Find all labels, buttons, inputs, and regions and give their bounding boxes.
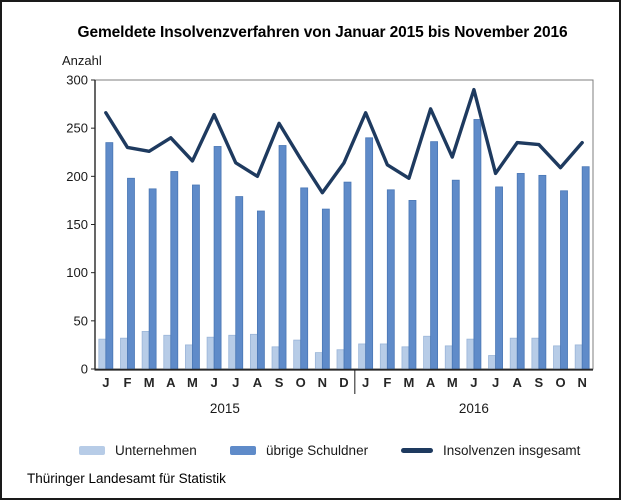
x-tick-label-month: D	[339, 375, 348, 390]
total-line	[104, 87, 584, 195]
x-tick-label-month: S	[275, 375, 284, 390]
bar-unternehmen	[185, 344, 193, 370]
x-tick-label-month: A	[166, 375, 176, 390]
x-tick-label-month: M	[404, 375, 415, 390]
x-tick-label-month: J	[232, 375, 239, 390]
bar-unternehmen	[120, 337, 128, 370]
bar-unternehmen	[574, 344, 583, 370]
bar-unternehmen	[488, 355, 496, 370]
bar-uebrige-schuldner	[473, 119, 482, 370]
x-tick-label-month: J	[362, 375, 369, 390]
bar-uebrige-schuldner	[278, 145, 287, 370]
bar-uebrige-schuldner	[365, 137, 374, 370]
bar-unternehmen	[466, 338, 475, 370]
bar-unternehmen	[163, 334, 172, 370]
bar-uebrige-schuldner	[516, 173, 525, 370]
bar-uebrige-schuldner	[321, 208, 330, 370]
y-tick-label: 100	[66, 265, 88, 280]
bar-unternehmen	[293, 339, 302, 370]
x-tick-label-month: O	[296, 375, 306, 390]
y-tick-label: 150	[66, 217, 88, 232]
bar-uebrige-schuldner	[170, 171, 179, 370]
x-tick-label-month: A	[513, 375, 523, 390]
bar-unternehmen	[444, 345, 453, 370]
bar-uebrige-schuldner	[430, 141, 439, 370]
bar-unternehmen	[249, 333, 258, 370]
bar-unternehmen	[423, 335, 432, 370]
year-label: 2016	[459, 401, 489, 416]
chart-title: Gemeldete Insolvenzverfahren von Januar …	[77, 24, 568, 41]
bar-uebrige-schuldner	[300, 187, 309, 370]
bar-unternehmen	[401, 346, 410, 370]
bar-unternehmen	[358, 343, 367, 370]
bar-unternehmen	[531, 337, 540, 370]
bar-uebrige-schuldner	[235, 196, 244, 370]
x-tick-label-month: J	[492, 375, 499, 390]
x-tick-label-month: F	[124, 375, 132, 390]
bar-uebrige-schuldner	[495, 186, 503, 370]
bar-uebrige-schuldner	[148, 188, 157, 370]
bar-unternehmen	[314, 352, 323, 370]
year-label: 2015	[210, 401, 240, 416]
bar-uebrige-schuldner	[105, 142, 114, 370]
y-tick-label: 50	[74, 313, 88, 328]
legend: Unternehmen übrige Schuldner Insolvenzen…	[2, 438, 619, 462]
y-tick-label: 0	[81, 362, 88, 377]
y-tick-label: 300	[66, 73, 88, 88]
bar-unternehmen	[141, 331, 150, 370]
x-tick-label-month: S	[535, 375, 544, 390]
bar-uebrige-schuldner	[408, 200, 417, 370]
x-tick-label-month: J	[210, 375, 217, 390]
x-tick-label-month: N	[318, 375, 327, 390]
x-tick-label-month: J	[470, 375, 477, 390]
bar-uebrige-schuldner	[192, 184, 200, 370]
y-axis-unit-label: Anzahl	[62, 53, 102, 68]
y-tick-label: 250	[66, 121, 88, 136]
bar-unternehmen	[509, 337, 518, 370]
bar-uebrige-schuldner	[213, 146, 222, 370]
legend-label-unternehmen: Unternehmen	[115, 442, 197, 458]
legend-item-insolvenzen-insgesamt: Insolvenzen insgesamt	[401, 438, 580, 462]
bar-uebrige-schuldner	[386, 189, 395, 370]
x-tick-label-month: F	[383, 375, 391, 390]
x-tick-label-month: A	[426, 375, 436, 390]
x-tick-label-month: M	[447, 375, 458, 390]
x-tick-label-month: M	[144, 375, 155, 390]
legend-label-insolvenzen-insgesamt: Insolvenzen insgesamt	[443, 442, 581, 458]
x-tick-label-month: J	[102, 375, 109, 390]
legend-swatch-uebrige-schuldner	[230, 445, 256, 455]
bar-unternehmen	[206, 336, 215, 370]
legend-swatch-insolvenzen-line	[401, 447, 433, 453]
x-tick-label-month: O	[555, 375, 565, 390]
bar-uebrige-schuldner	[581, 166, 590, 370]
x-tick-label-month: M	[187, 375, 198, 390]
x-tick-label-month: N	[577, 375, 586, 390]
bar-uebrige-schuldner	[256, 210, 265, 370]
bar-uebrige-schuldner	[538, 174, 547, 370]
y-tick-label: 200	[66, 169, 88, 184]
x-tick-label-month: A	[253, 375, 263, 390]
bar-uebrige-schuldner	[343, 181, 352, 370]
legend-item-uebrige-schuldner: übrige Schuldner	[230, 438, 368, 462]
source-label: Thüringer Landesamt für Statistik	[27, 471, 226, 486]
bar-uebrige-schuldner	[127, 177, 135, 370]
bar-uebrige-schuldner	[560, 190, 568, 370]
bar-unternehmen	[553, 345, 561, 370]
bar-unternehmen	[336, 349, 345, 370]
bar-unternehmen	[271, 346, 280, 370]
legend-swatch-unternehmen	[79, 445, 105, 455]
legend-item-unternehmen: Unternehmen	[79, 438, 197, 462]
bar-unternehmen	[228, 334, 237, 370]
bar-uebrige-schuldner	[451, 179, 460, 370]
legend-label-uebrige-schuldner: übrige Schuldner	[266, 442, 369, 458]
bar-unternehmen	[379, 343, 388, 370]
bar-unternehmen	[98, 338, 107, 370]
